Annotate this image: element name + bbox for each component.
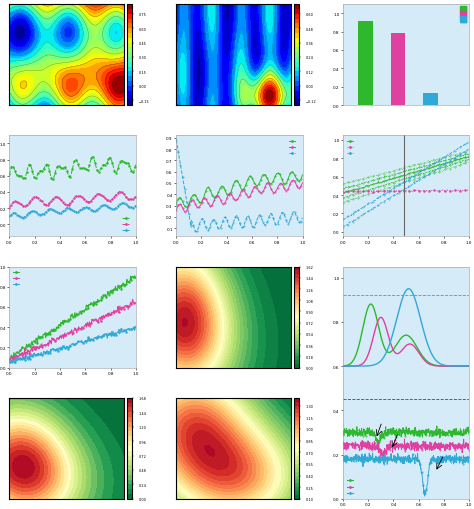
Legend: , , : , , <box>11 269 25 289</box>
Legend: , , : , , <box>345 138 358 158</box>
Legend: , , : , , <box>461 7 467 24</box>
Legend: , , : , , <box>288 138 301 158</box>
Bar <box>423 94 438 106</box>
Bar <box>391 35 405 106</box>
Legend: , , : , , <box>121 215 134 235</box>
Bar <box>358 21 373 106</box>
Legend: , , : , , <box>345 477 358 497</box>
